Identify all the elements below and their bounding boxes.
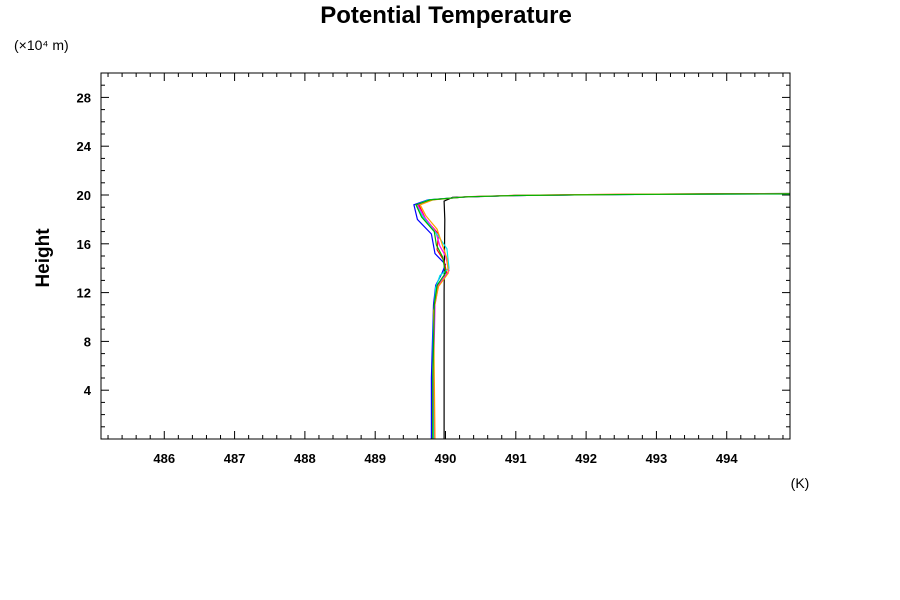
series-line-3 (417, 193, 790, 439)
x-unit-label: (K) (791, 475, 810, 491)
y-unit-label: (×10⁴ m) (14, 37, 69, 53)
x-tick-label: 488 (294, 451, 316, 466)
y-tick-label: 8 (84, 334, 91, 349)
y-tick-label: 20 (77, 188, 91, 203)
series-line-1 (443, 192, 790, 439)
y-axis-label: Height (33, 228, 54, 288)
x-tick-label: 486 (153, 451, 175, 466)
y-tick-label: 24 (77, 139, 92, 154)
y-tick-label: 12 (77, 286, 91, 301)
x-tick-label: 493 (646, 451, 668, 466)
y-tick-label: 28 (77, 90, 91, 105)
series-line-7 (415, 193, 790, 439)
x-tick-label: 490 (435, 451, 457, 466)
x-tick-label: 492 (575, 451, 597, 466)
y-tick-label: 16 (77, 237, 91, 252)
series-line-2 (413, 193, 790, 439)
y-tick-label: 4 (84, 383, 92, 398)
series-line-6 (419, 193, 790, 439)
series-line-4 (416, 193, 790, 439)
series-line-5 (415, 193, 790, 439)
x-tick-label: 487 (224, 451, 246, 466)
plot-frame (100, 72, 791, 440)
plot-area: 486 487 488 489 490 491 492 493 494 4 8 12 16 20 24 28 (77, 72, 791, 466)
x-tick-label: 491 (505, 451, 527, 466)
chart-title: Potential Temperature (320, 2, 572, 29)
x-tick-label: 494 (716, 451, 738, 466)
x-tick-label: 489 (364, 451, 386, 466)
